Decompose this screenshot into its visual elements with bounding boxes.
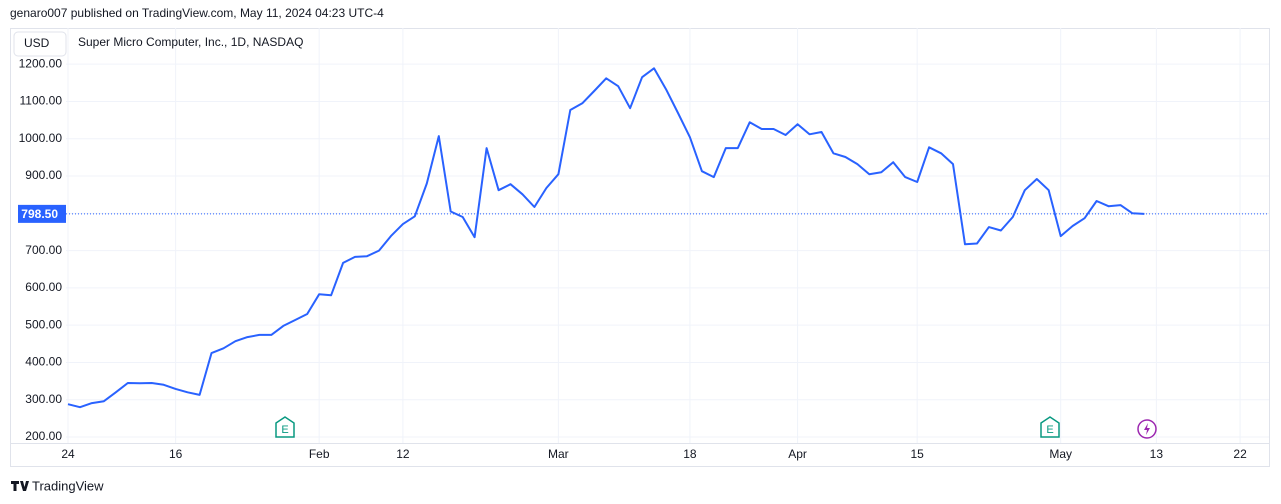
event-label: E (1046, 424, 1053, 436)
brand: TradingView (32, 478, 104, 493)
x-tick-label: 15 (910, 447, 924, 461)
event-label: E (281, 424, 288, 436)
y-tick-label: 600.00 (25, 280, 62, 294)
currency-box (13, 31, 67, 57)
y-tick-label: 900.00 (25, 168, 62, 182)
byline: genaro007 published on TradingView.com, … (10, 6, 384, 20)
y-tick-label: 1000.00 (19, 131, 63, 145)
price-line (67, 67, 1145, 409)
chart-frame (10, 28, 1270, 467)
x-tick-label: 12 (396, 447, 410, 461)
x-tick-label: 24 (61, 447, 75, 461)
event-badge (1040, 416, 1060, 438)
x-tick-label: Mar (548, 447, 569, 461)
y-tick-label: 500.00 (25, 317, 62, 331)
y-tick-label: 1100.00 (20, 94, 63, 108)
last-price-tag (18, 204, 66, 223)
y-tick-label: 1200.00 (19, 56, 63, 70)
dividend-icon (1144, 423, 1150, 435)
x-tick-label: Apr (788, 447, 807, 461)
y-tick-label: 300.00 (25, 392, 62, 406)
x-tick-label: 13 (1150, 447, 1164, 461)
brand-logo (11, 481, 29, 491)
y-tick-label: 200.00 (25, 429, 62, 443)
chart-title: Super Micro Computer, Inc., 1D, NASDAQ (78, 35, 303, 49)
y-tick-label: 700.00 (25, 243, 62, 257)
x-tick-label: 18 (683, 447, 697, 461)
x-tick-label: May (1049, 447, 1072, 461)
x-tick-label: Feb (309, 447, 330, 461)
x-tick-label: 16 (169, 447, 183, 461)
y-tick-label: 400.00 (25, 355, 62, 369)
last-price-label: 798.50 (21, 207, 58, 221)
currency: USD (24, 36, 50, 50)
x-tick-label: 22 (1233, 447, 1247, 461)
event-badge (275, 416, 295, 438)
